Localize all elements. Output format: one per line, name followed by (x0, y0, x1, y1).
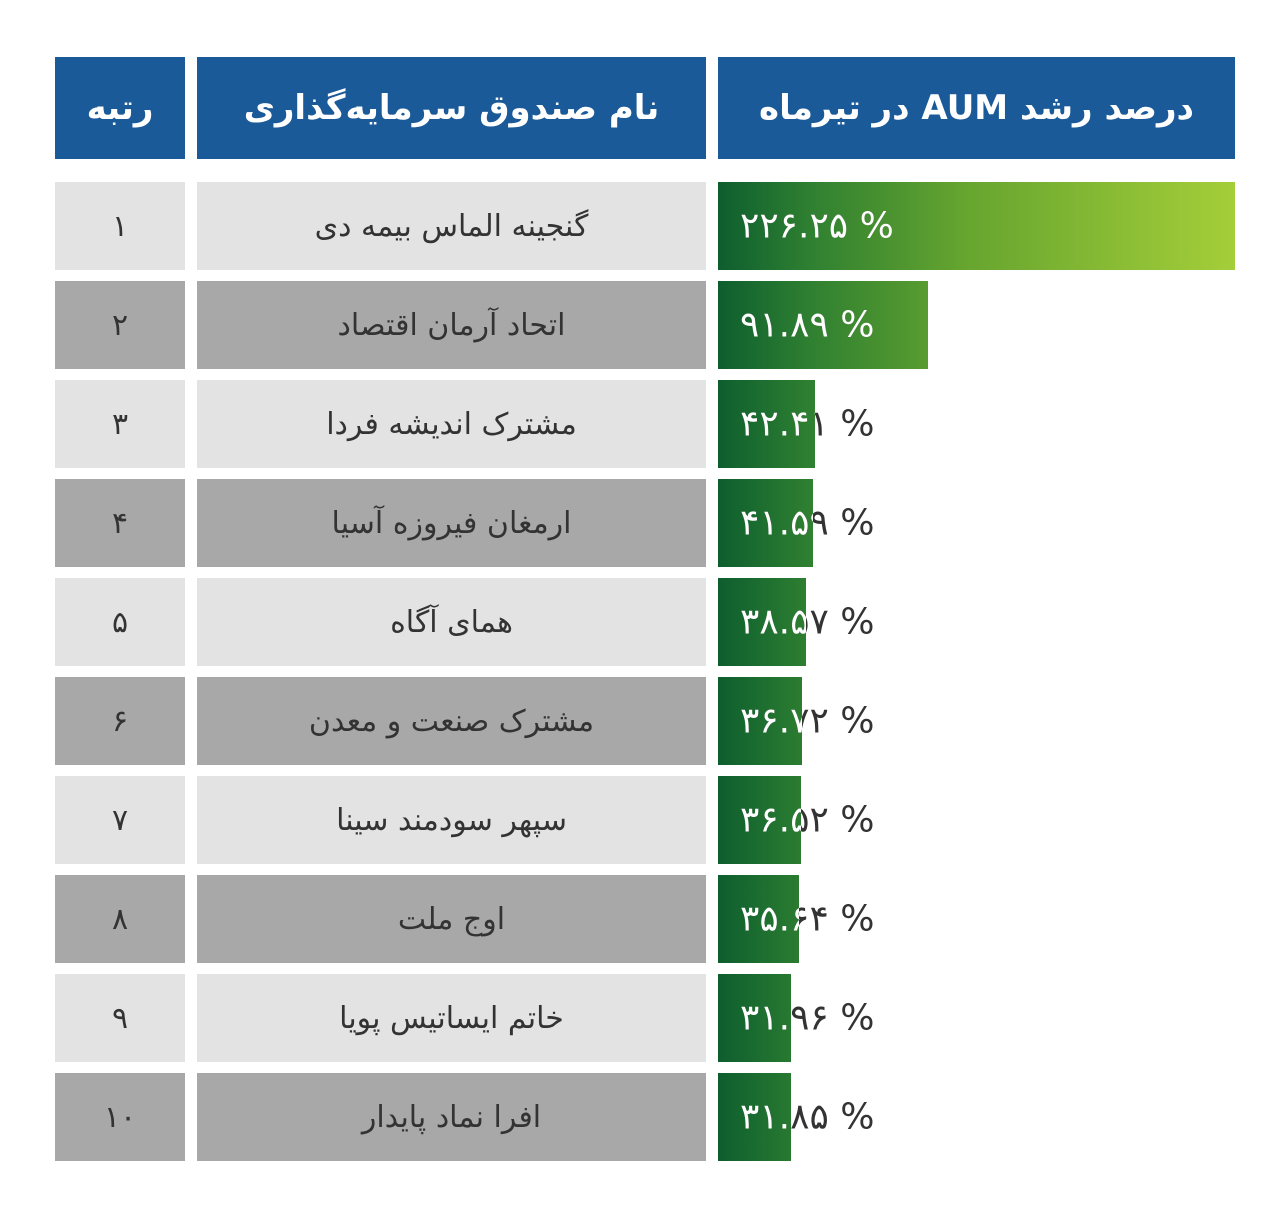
table-row: ۲ اتحاد آرمان اقتصاد ۹۱.۸۹ % ۹۱.۸۹ % (55, 281, 1235, 369)
growth-value-label-overlay: ۴۱.۵۹ % (740, 502, 813, 544)
growth-bar-gradient (718, 875, 800, 963)
fund-name-cell: گنجینه الماس بیمه دی (197, 182, 706, 270)
fund-name-cell: اوج ملت (197, 875, 706, 963)
growth-bar (718, 974, 792, 1062)
bar-label-clip: ۲۲۶.۲۵ % (718, 182, 1235, 270)
growth-bar-gradient (718, 974, 792, 1062)
table-row: ۴ ارمغان فیروزه آسیا ۴۱.۵۹ % ۴۱.۵۹ % (55, 479, 1235, 567)
growth-bar-cell: ۹۱.۸۹ % ۹۱.۸۹ % (718, 281, 1235, 369)
rank-cell: ۳ (55, 380, 185, 468)
bar-label-clip: ۹۱.۸۹ % (718, 281, 928, 369)
table-row: ۷ سپهر سودمند سینا ۳۶.۵۲ % ۳۶.۵۲ % (55, 776, 1235, 864)
growth-value-label: ۲۲۶.۲۵ % (740, 205, 894, 247)
growth-bar-gradient (718, 1073, 791, 1161)
growth-bar (718, 479, 814, 567)
fund-growth-table: رتبه نام صندوق سرمایه‌گذاری درصد رشد AUM… (55, 57, 1235, 1161)
growth-bar-cell: ۴۲.۴۱ % ۴۲.۴۱ % (718, 380, 1235, 468)
table-row: ۱ گنجینه الماس بیمه دی ۲۲۶.۲۵ % ۲۲۶.۲۵ % (55, 182, 1235, 270)
table-row: ۸ اوج ملت ۳۵.۶۴ % ۳۵.۶۴ % (55, 875, 1235, 963)
rank-cell: ۸ (55, 875, 185, 963)
growth-bar (718, 578, 807, 666)
growth-value-label-overlay: ۳۵.۶۴ % (740, 898, 799, 940)
growth-bar-cell: ۳۶.۵۲ % ۳۶.۵۲ % (718, 776, 1235, 864)
growth-bar-cell: ۲۲۶.۲۵ % ۲۲۶.۲۵ % (718, 182, 1235, 270)
growth-value-label-overlay: ۲۲۶.۲۵ % (740, 205, 894, 247)
fund-name-cell: اتحاد آرمان اقتصاد (197, 281, 706, 369)
bar-label-clip: ۳۱.۹۶ % (718, 974, 791, 1062)
growth-bar (718, 281, 928, 369)
growth-bar (718, 380, 815, 468)
growth-value-label: ۳۶.۷۲ % (740, 700, 875, 742)
bar-label-clip: ۳۱.۸۵ % (718, 1073, 791, 1161)
rank-cell: ۷ (55, 776, 185, 864)
table-row: ۳ مشترک اندیشه فردا ۴۲.۴۱ % ۴۲.۴۱ % (55, 380, 1235, 468)
growth-value-label-overlay: ۳۸.۵۷ % (740, 601, 807, 643)
bar-label-clip: ۳۵.۶۴ % (718, 875, 799, 963)
growth-bar (718, 875, 800, 963)
bar-label-clip: ۳۶.۷۲ % (718, 677, 802, 765)
table-header-row: رتبه نام صندوق سرمایه‌گذاری درصد رشد AUM… (55, 57, 1235, 159)
growth-bar (718, 776, 802, 864)
growth-value-label-overlay: ۳۱.۸۵ % (740, 1096, 791, 1138)
growth-value-label-overlay: ۴۲.۴۱ % (740, 403, 815, 445)
growth-value-label-overlay: ۳۱.۹۶ % (740, 997, 791, 1039)
fund-name-cell: همای آگاه (197, 578, 706, 666)
growth-bar-gradient (718, 677, 802, 765)
growth-value-label-overlay: ۳۶.۵۲ % (740, 799, 802, 841)
growth-value-label-overlay: ۳۶.۷۲ % (740, 700, 802, 742)
table-row: ۶ مشترک صنعت و معدن ۳۶.۷۲ % ۳۶.۷۲ % (55, 677, 1235, 765)
growth-value-label: ۳۸.۵۷ % (740, 601, 875, 643)
table-row: ۱۰ افرا نماد پایدار ۳۱.۸۵ % ۳۱.۸۵ % (55, 1073, 1235, 1161)
growth-value-label: ۳۵.۶۴ % (740, 898, 875, 940)
growth-value-label: ۳۱.۹۶ % (740, 997, 875, 1039)
growth-bar-cell: ۴۱.۵۹ % ۴۱.۵۹ % (718, 479, 1235, 567)
growth-bar (718, 182, 1235, 270)
growth-bar-gradient (718, 380, 815, 468)
bar-label-clip: ۳۸.۵۷ % (718, 578, 806, 666)
rank-cell: ۵ (55, 578, 185, 666)
growth-value-label: ۹۱.۸۹ % (740, 304, 875, 346)
aum-growth-column-header: درصد رشد AUM در تیرماه (718, 57, 1235, 159)
growth-bar-gradient (718, 776, 802, 864)
growth-bar-cell: ۳۶.۷۲ % ۳۶.۷۲ % (718, 677, 1235, 765)
rank-column-header: رتبه (55, 57, 185, 159)
fund-name-cell: مشترک صنعت و معدن (197, 677, 706, 765)
growth-bar-gradient (718, 281, 928, 369)
fund-name-column-header: نام صندوق سرمایه‌گذاری (197, 57, 706, 159)
growth-bar (718, 677, 802, 765)
growth-bar-cell: ۳۸.۵۷ % ۳۸.۵۷ % (718, 578, 1235, 666)
growth-value-label: ۳۱.۸۵ % (740, 1096, 875, 1138)
growth-bar-gradient (718, 182, 1235, 270)
fund-name-cell: مشترک اندیشه فردا (197, 380, 706, 468)
table-row: ۹ خاتم ایساتیس پویا ۳۱.۹۶ % ۳۱.۹۶ % (55, 974, 1235, 1062)
rank-cell: ۲ (55, 281, 185, 369)
growth-value-label: ۳۶.۵۲ % (740, 799, 875, 841)
fund-name-cell: خاتم ایساتیس پویا (197, 974, 706, 1062)
growth-bar-gradient (718, 578, 807, 666)
bar-label-clip: ۳۶.۵۲ % (718, 776, 801, 864)
growth-bar-cell: ۳۱.۹۶ % ۳۱.۹۶ % (718, 974, 1235, 1062)
growth-value-label: ۴۲.۴۱ % (740, 403, 875, 445)
fund-name-cell: ارمغان فیروزه آسیا (197, 479, 706, 567)
bar-label-clip: ۴۲.۴۱ % (718, 380, 815, 468)
fund-name-cell: سپهر سودمند سینا (197, 776, 706, 864)
bar-label-clip: ۴۱.۵۹ % (718, 479, 813, 567)
rank-cell: ۹ (55, 974, 185, 1062)
growth-bar-cell: ۳۵.۶۴ % ۳۵.۶۴ % (718, 875, 1235, 963)
rank-cell: ۱۰ (55, 1073, 185, 1161)
growth-value-label: ۴۱.۵۹ % (740, 502, 875, 544)
fund-name-cell: افرا نماد پایدار (197, 1073, 706, 1161)
growth-bar-gradient (718, 479, 814, 567)
rank-cell: ۶ (55, 677, 185, 765)
growth-bar (718, 1073, 791, 1161)
growth-bar-cell: ۳۱.۸۵ % ۳۱.۸۵ % (718, 1073, 1235, 1161)
growth-value-label-overlay: ۹۱.۸۹ % (740, 304, 875, 346)
rank-cell: ۱ (55, 182, 185, 270)
rank-cell: ۴ (55, 479, 185, 567)
table-row: ۵ همای آگاه ۳۸.۵۷ % ۳۸.۵۷ % (55, 578, 1235, 666)
